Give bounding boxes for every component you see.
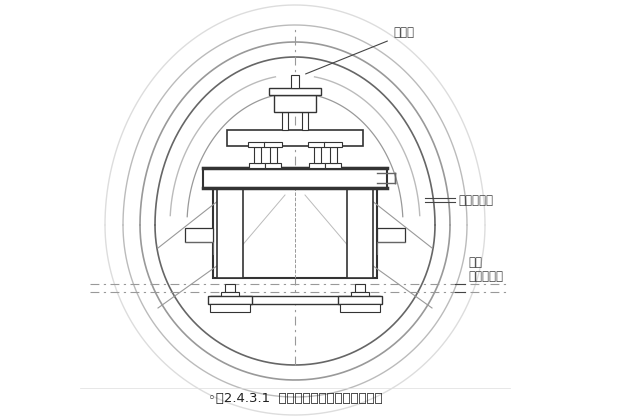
Bar	[347, 185, 373, 278]
Bar	[308, 142, 326, 147]
Bar	[282, 112, 288, 130]
Text: ◦图2.4.3.1  区间陰道模板台车支撑立面图: ◦图2.4.3.1 区间陰道模板台车支撑立面图	[208, 391, 382, 404]
Bar	[208, 296, 252, 304]
Bar	[225, 284, 235, 292]
Bar	[314, 147, 321, 163]
Bar	[340, 304, 380, 312]
Bar	[338, 296, 382, 304]
Bar	[274, 95, 316, 112]
Bar	[185, 228, 213, 242]
Bar	[377, 228, 405, 242]
Text: 二衬混凝土: 二衬混凝土	[458, 194, 493, 207]
Bar	[249, 163, 265, 168]
Bar	[325, 163, 341, 168]
Bar	[351, 292, 369, 298]
Bar	[269, 88, 321, 95]
Bar	[210, 296, 380, 304]
Bar	[210, 304, 250, 312]
Bar	[270, 147, 277, 163]
Bar	[309, 163, 325, 168]
Bar	[355, 284, 365, 292]
Bar	[264, 142, 282, 147]
Bar	[221, 292, 239, 298]
Bar	[203, 168, 387, 188]
Bar	[213, 188, 377, 278]
Bar	[324, 142, 342, 147]
Bar	[254, 147, 261, 163]
Bar	[248, 142, 266, 147]
Bar	[265, 163, 281, 168]
Text: 矮边墙顶面: 矮边墙顶面	[468, 270, 503, 284]
Bar	[217, 185, 243, 278]
Bar	[330, 147, 337, 163]
Bar	[302, 112, 308, 130]
Text: 加高盒: 加高盒	[393, 26, 414, 39]
Text: 轨顶: 轨顶	[468, 255, 482, 268]
Bar	[291, 75, 299, 88]
Bar	[227, 130, 363, 146]
